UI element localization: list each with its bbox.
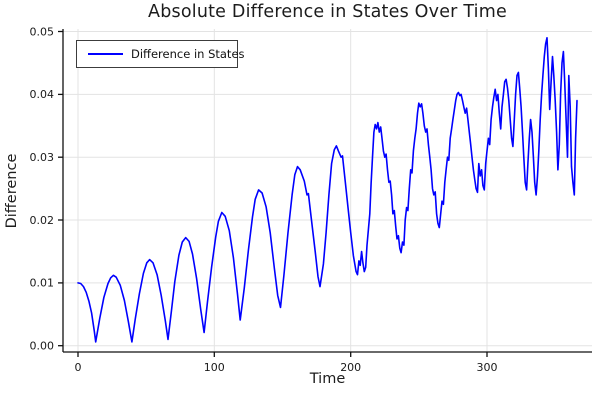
x-tick-label: 200 (340, 361, 361, 374)
legend: Difference in States (76, 40, 245, 68)
legend-label: Difference in States (131, 47, 245, 61)
y-tick-label: 0.04 (30, 88, 55, 101)
y-tick-label: 0.02 (30, 214, 55, 227)
y-tick-label: 0.01 (30, 277, 55, 290)
series-line (77, 37, 578, 343)
x-axis-label: Time (309, 371, 346, 387)
x-tick-label: 0 (75, 361, 82, 374)
y-tick-label: 0.05 (30, 25, 55, 38)
y-tick-label: 0.00 (30, 340, 55, 353)
chart-title: Absolute Difference in States Over Time (148, 2, 507, 22)
y-axis-label: Difference (4, 153, 20, 229)
legend-line-swatch (88, 53, 123, 55)
y-tick-label: 0.03 (30, 151, 55, 164)
x-tick-label: 100 (204, 361, 225, 374)
x-tick-label: 300 (477, 361, 498, 374)
